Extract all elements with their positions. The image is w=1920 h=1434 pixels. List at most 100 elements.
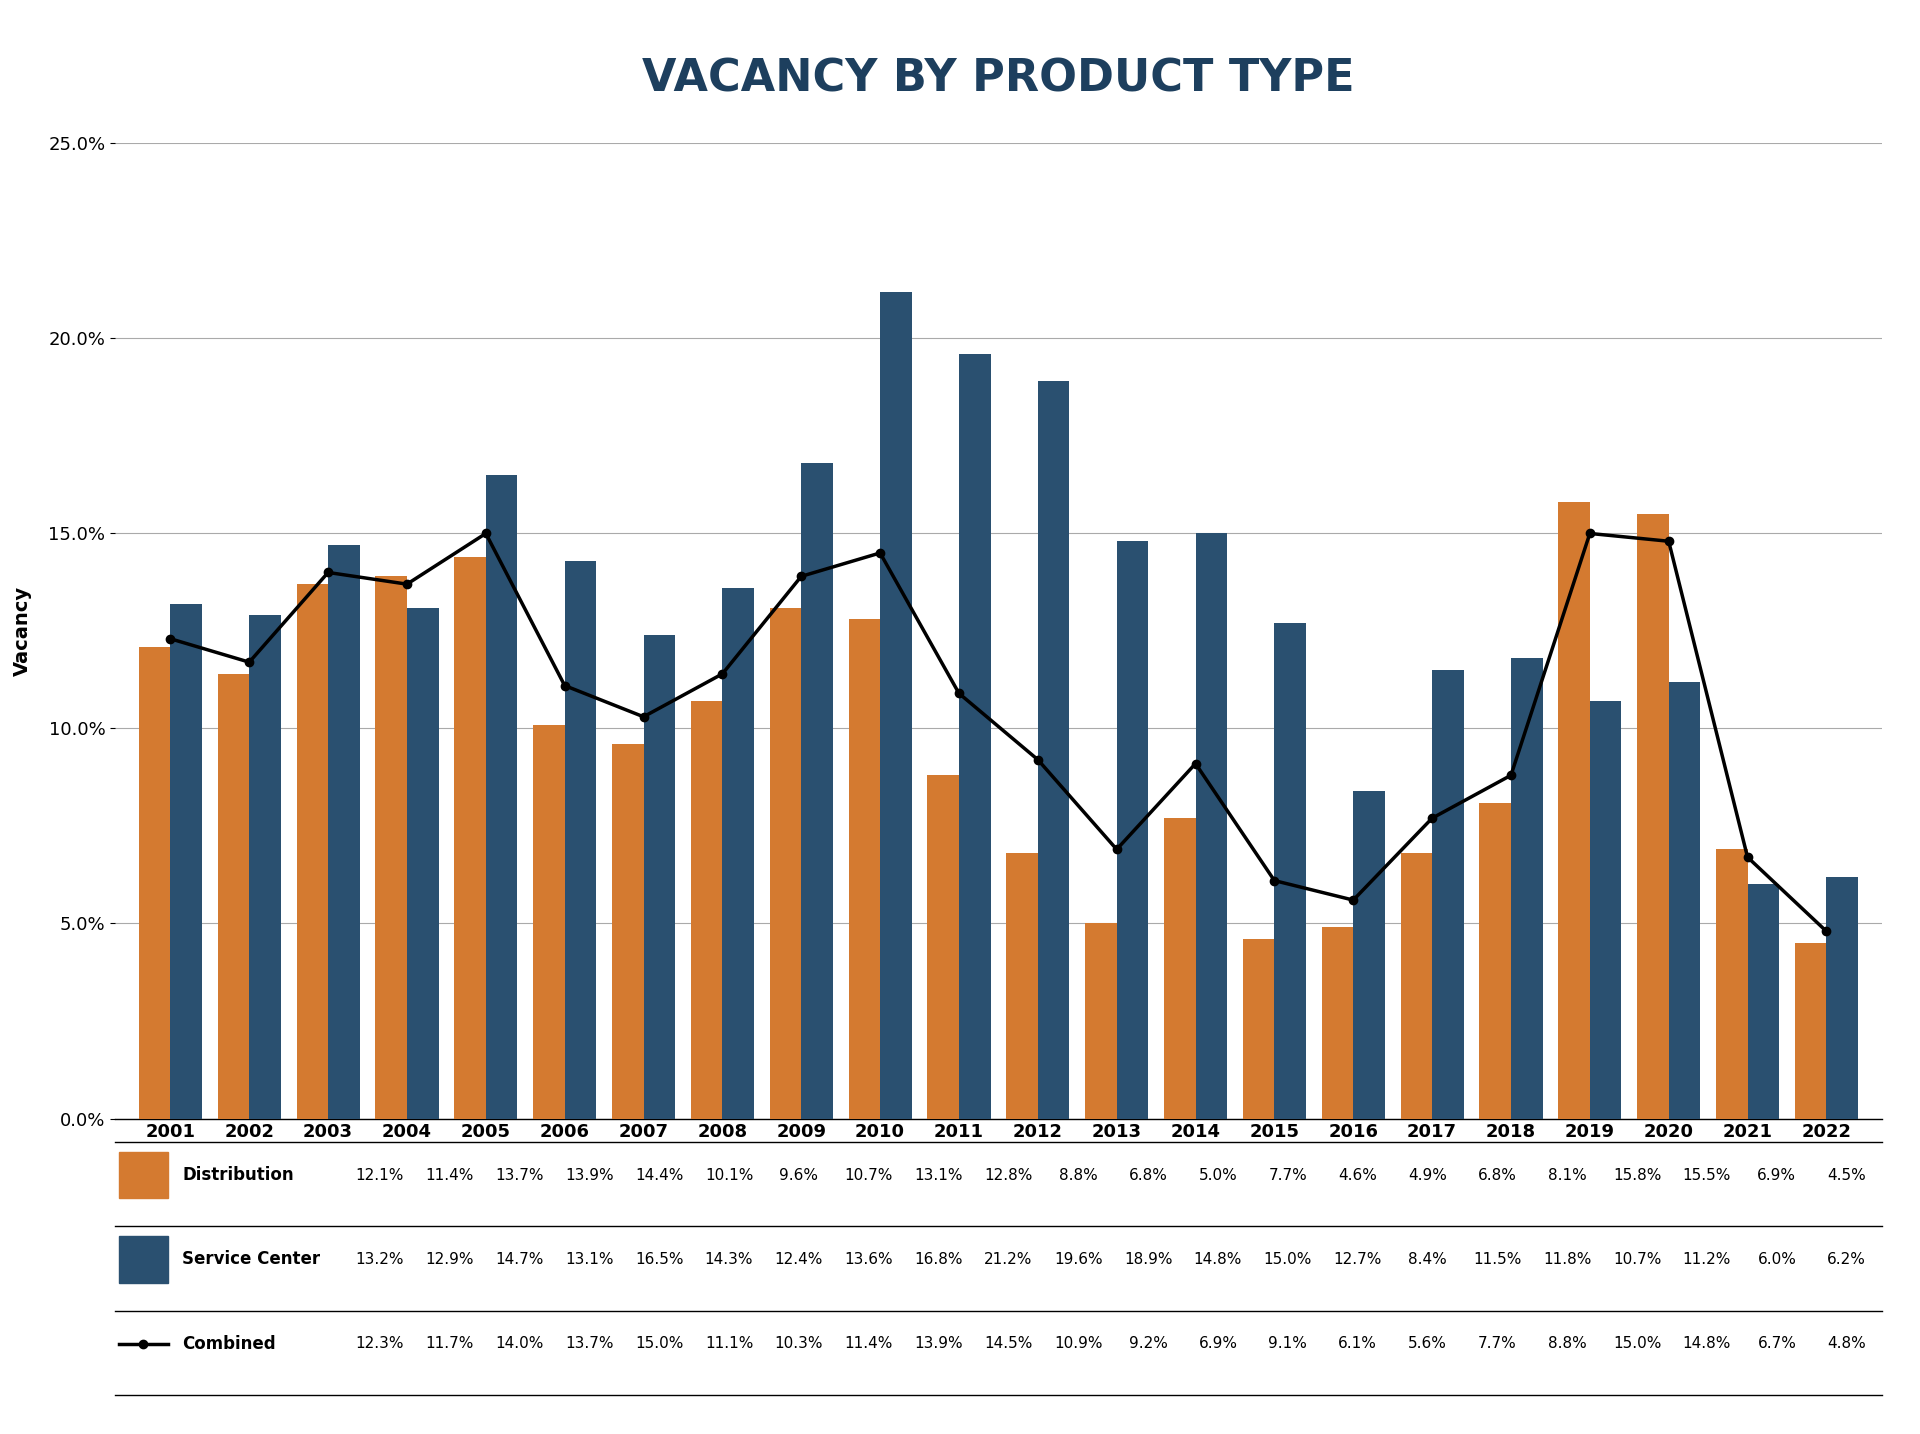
Text: 14.4%: 14.4%: [636, 1167, 684, 1183]
Text: 4.9%: 4.9%: [1407, 1167, 1448, 1183]
Text: Service Center: Service Center: [182, 1250, 321, 1268]
Text: 14.5%: 14.5%: [985, 1336, 1033, 1351]
Text: 11.1%: 11.1%: [705, 1336, 753, 1351]
Text: 15.0%: 15.0%: [1263, 1252, 1311, 1266]
Text: 11.7%: 11.7%: [426, 1336, 474, 1351]
Text: 13.7%: 13.7%: [564, 1336, 614, 1351]
Bar: [612, 744, 643, 1119]
Bar: [486, 475, 516, 1119]
Text: 6.2%: 6.2%: [1828, 1252, 1866, 1266]
Text: Combined: Combined: [182, 1335, 276, 1352]
Text: 7.7%: 7.7%: [1478, 1336, 1517, 1351]
Bar: [1242, 939, 1275, 1119]
Bar: [407, 608, 438, 1119]
Text: 12.4%: 12.4%: [774, 1252, 824, 1266]
Text: 8.8%: 8.8%: [1548, 1336, 1586, 1351]
Bar: [1196, 533, 1227, 1119]
Text: 18.9%: 18.9%: [1123, 1252, 1173, 1266]
Text: 6.7%: 6.7%: [1757, 1336, 1797, 1351]
Bar: [1085, 923, 1117, 1119]
Text: 21.2%: 21.2%: [985, 1252, 1033, 1266]
Bar: [1354, 792, 1384, 1119]
Text: 16.5%: 16.5%: [636, 1252, 684, 1266]
Text: 6.0%: 6.0%: [1757, 1252, 1797, 1266]
Bar: [1795, 944, 1826, 1119]
Text: 9.1%: 9.1%: [1269, 1336, 1308, 1351]
Bar: [849, 619, 879, 1119]
Text: 14.0%: 14.0%: [495, 1336, 543, 1351]
Text: 6.9%: 6.9%: [1757, 1167, 1797, 1183]
Text: 15.0%: 15.0%: [636, 1336, 684, 1351]
Bar: [455, 556, 486, 1119]
Bar: [1747, 885, 1780, 1119]
Text: 7.7%: 7.7%: [1269, 1167, 1308, 1183]
Text: 8.8%: 8.8%: [1060, 1167, 1098, 1183]
Bar: [1668, 681, 1701, 1119]
Text: 10.7%: 10.7%: [845, 1167, 893, 1183]
Bar: [138, 647, 171, 1119]
Text: 6.9%: 6.9%: [1198, 1336, 1238, 1351]
Text: 13.9%: 13.9%: [914, 1336, 964, 1351]
Bar: [376, 576, 407, 1119]
Text: 14.8%: 14.8%: [1682, 1336, 1732, 1351]
Bar: [1400, 853, 1432, 1119]
Text: 6.8%: 6.8%: [1478, 1167, 1517, 1183]
Bar: [1826, 876, 1859, 1119]
Text: 13.2%: 13.2%: [355, 1252, 403, 1266]
Text: 13.1%: 13.1%: [564, 1252, 614, 1266]
Text: 19.6%: 19.6%: [1054, 1252, 1102, 1266]
Text: 14.8%: 14.8%: [1194, 1252, 1242, 1266]
Text: 12.7%: 12.7%: [1334, 1252, 1382, 1266]
Text: 13.9%: 13.9%: [564, 1167, 614, 1183]
Bar: [1638, 513, 1668, 1119]
Bar: [1480, 803, 1511, 1119]
Text: Distribution: Distribution: [182, 1166, 294, 1184]
Text: 13.6%: 13.6%: [845, 1252, 893, 1266]
Bar: [1590, 701, 1620, 1119]
Bar: [879, 291, 912, 1119]
Text: 11.4%: 11.4%: [426, 1167, 474, 1183]
Text: 13.7%: 13.7%: [495, 1167, 543, 1183]
Text: 10.9%: 10.9%: [1054, 1336, 1102, 1351]
Bar: [801, 463, 833, 1119]
Text: 10.1%: 10.1%: [705, 1167, 753, 1183]
Bar: [1039, 381, 1069, 1119]
Text: 14.3%: 14.3%: [705, 1252, 753, 1266]
Bar: [927, 776, 958, 1119]
Bar: [691, 701, 722, 1119]
Bar: [296, 584, 328, 1119]
Text: 5.6%: 5.6%: [1407, 1336, 1448, 1351]
Bar: [1006, 853, 1039, 1119]
Text: 8.1%: 8.1%: [1548, 1167, 1586, 1183]
Bar: [1321, 928, 1354, 1119]
Bar: [171, 604, 202, 1119]
Text: 11.5%: 11.5%: [1473, 1252, 1521, 1266]
Bar: [1164, 819, 1196, 1119]
Bar: [1275, 624, 1306, 1119]
Text: 8.4%: 8.4%: [1407, 1252, 1448, 1266]
Bar: [1432, 670, 1463, 1119]
Text: 6.8%: 6.8%: [1129, 1167, 1167, 1183]
Text: 4.6%: 4.6%: [1338, 1167, 1377, 1183]
Text: 12.9%: 12.9%: [426, 1252, 474, 1266]
Text: 11.8%: 11.8%: [1544, 1252, 1592, 1266]
Text: 15.0%: 15.0%: [1613, 1336, 1661, 1351]
Text: 16.8%: 16.8%: [914, 1252, 962, 1266]
Text: 12.1%: 12.1%: [355, 1167, 403, 1183]
Bar: [722, 588, 755, 1119]
Bar: [1117, 541, 1148, 1119]
Text: 4.8%: 4.8%: [1828, 1336, 1866, 1351]
FancyBboxPatch shape: [119, 1152, 169, 1199]
Text: 10.3%: 10.3%: [774, 1336, 824, 1351]
Bar: [217, 674, 250, 1119]
Text: 15.5%: 15.5%: [1682, 1167, 1732, 1183]
Bar: [250, 615, 280, 1119]
Text: 11.2%: 11.2%: [1682, 1252, 1732, 1266]
Bar: [1511, 658, 1542, 1119]
Text: 9.2%: 9.2%: [1129, 1336, 1167, 1351]
Text: 5.0%: 5.0%: [1198, 1167, 1236, 1183]
Text: VACANCY BY PRODUCT TYPE: VACANCY BY PRODUCT TYPE: [641, 57, 1356, 100]
Bar: [643, 635, 676, 1119]
Bar: [770, 608, 801, 1119]
Text: 15.8%: 15.8%: [1613, 1167, 1661, 1183]
